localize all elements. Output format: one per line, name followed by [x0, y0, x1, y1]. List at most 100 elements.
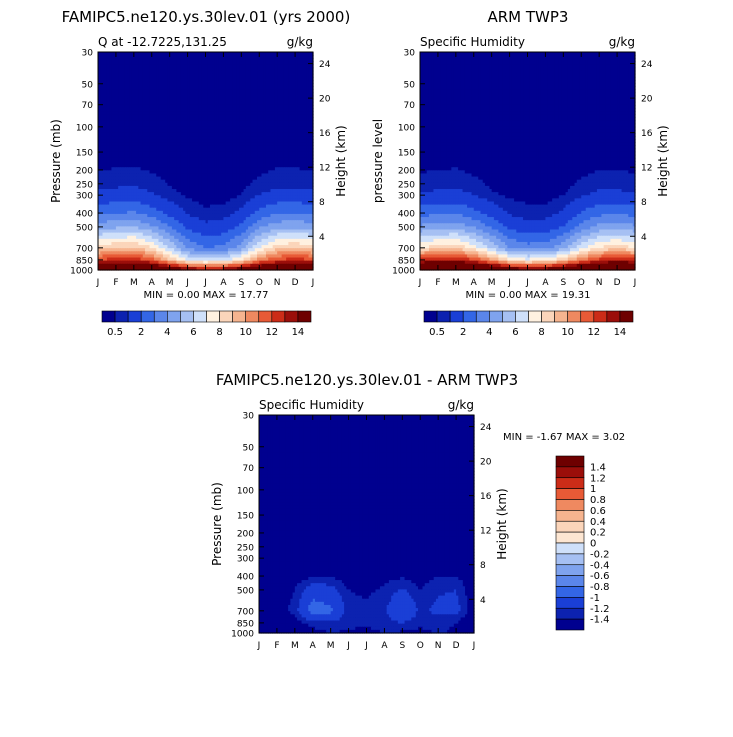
heatmap-cell — [245, 104, 249, 109]
heatmap-cell — [216, 111, 220, 115]
heatmap-cell — [230, 52, 233, 56]
heatmap-cell — [225, 83, 229, 87]
heatmap-cell — [140, 95, 144, 100]
heatmap-cell — [212, 108, 216, 112]
heatmap-cell — [124, 92, 128, 97]
heatmap-cell — [281, 70, 285, 75]
heatmap-cell — [165, 64, 169, 69]
heatmap-cell — [142, 86, 146, 90]
heatmap-cell — [153, 104, 157, 109]
heatmap-cell — [189, 95, 193, 100]
heatmap-cell — [214, 86, 218, 90]
heatmap-cell — [138, 83, 142, 87]
heatmap-cell — [234, 55, 238, 59]
heatmap-cell — [243, 76, 247, 81]
heatmap-cell — [268, 92, 272, 97]
heatmap-cell — [259, 73, 263, 78]
heatmap-cell — [151, 61, 155, 66]
heatmap-cell — [167, 104, 171, 109]
heatmap-cell — [109, 89, 113, 94]
heatmap-cell — [196, 80, 200, 84]
heatmap-cell — [183, 61, 186, 66]
heatmap-cell — [115, 101, 119, 106]
heatmap-cell — [118, 98, 121, 103]
heatmap-cell — [234, 83, 238, 87]
heatmap-cell — [230, 58, 233, 62]
heatmap-cell — [156, 92, 160, 97]
heatmap-cell — [198, 89, 202, 94]
heatmap-cell — [241, 92, 245, 97]
heatmap-cell — [196, 83, 200, 87]
heatmap-cell — [292, 58, 296, 62]
heatmap-cell — [129, 95, 133, 100]
heatmap-cell — [127, 83, 130, 87]
heatmap-cell — [236, 58, 240, 62]
heatmap-cell — [113, 64, 117, 69]
heatmap-cell — [286, 76, 289, 81]
heatmap-cell — [214, 73, 218, 78]
heatmap-cell — [205, 108, 209, 112]
heatmap-cell — [178, 104, 182, 109]
heatmap-cell — [102, 61, 106, 66]
heatmap-cell — [281, 58, 285, 62]
heatmap-cell — [106, 55, 110, 59]
heatmap-cell — [183, 89, 186, 94]
heatmap-cell — [106, 61, 110, 66]
heatmap-cell — [245, 76, 249, 81]
heatmap-cell — [169, 70, 173, 75]
heatmap-cell — [214, 55, 218, 59]
heatmap-cell — [120, 73, 124, 78]
heatmap-cell — [241, 108, 245, 112]
heatmap-cell — [281, 95, 285, 100]
heatmap-cell — [207, 89, 211, 94]
heatmap-cell — [147, 73, 151, 78]
heatmap-cell — [310, 101, 314, 106]
heatmap-cell — [234, 111, 238, 115]
heatmap-cell — [265, 89, 269, 94]
heatmap-cell — [236, 83, 240, 87]
heatmap-cell — [147, 61, 151, 66]
heatmap-cell — [207, 86, 211, 90]
heatmap-cell — [272, 64, 276, 69]
heatmap-cell — [109, 70, 113, 75]
heatmap-cell — [185, 92, 189, 97]
heatmap-cell — [243, 52, 247, 56]
heatmap-cell — [118, 104, 121, 109]
heatmap-cell — [288, 73, 292, 78]
heatmap-cell — [147, 52, 151, 56]
heatmap-cell — [252, 61, 256, 66]
heatmap-cell — [205, 55, 209, 59]
heatmap-cell — [196, 101, 200, 106]
heatmap-cell — [198, 86, 202, 90]
heatmap-cell — [109, 55, 113, 59]
heatmap-cell — [310, 89, 314, 94]
heatmap-cell — [180, 101, 184, 106]
heatmap-cell — [274, 64, 278, 69]
heatmap-cell — [209, 83, 213, 87]
heatmap-cell — [214, 95, 218, 100]
heatmap-cell — [239, 89, 242, 94]
heatmap-cell — [153, 55, 157, 59]
heatmap-cell — [149, 92, 153, 97]
heatmap-cell — [234, 76, 238, 81]
heatmap-cell — [292, 55, 296, 59]
heatmap-cell — [111, 64, 115, 69]
heatmap-cell — [151, 104, 155, 109]
heatmap-cell — [239, 101, 242, 106]
heatmap-cell — [131, 111, 135, 115]
heatmap-cell — [261, 111, 265, 115]
heatmap-cell — [214, 104, 218, 109]
heatmap-cell — [209, 80, 213, 84]
heatmap-cell — [297, 111, 301, 115]
heatmap-cell — [136, 73, 139, 78]
heatmap-cell — [259, 64, 263, 69]
heatmap-cell — [301, 95, 305, 100]
heatmap-cell — [232, 61, 236, 66]
heatmap-cell — [109, 92, 113, 97]
heatmap-cell — [194, 70, 198, 75]
heatmap-cell — [274, 58, 278, 62]
heatmap-cell — [129, 64, 133, 69]
heatmap-cell — [118, 64, 121, 69]
heatmap-cell — [198, 55, 202, 59]
heatmap-cell — [120, 70, 124, 75]
